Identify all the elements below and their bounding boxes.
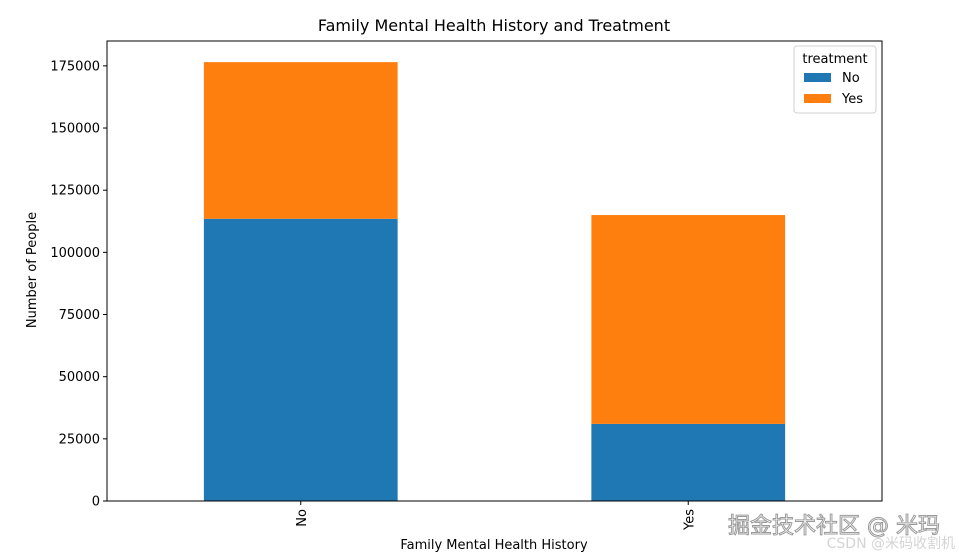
axes-frame <box>106 40 883 502</box>
x-axis-label: Family Mental Health History <box>400 538 588 553</box>
legend-swatch-yes <box>804 94 831 103</box>
y-tick-label: 175000 <box>50 59 100 74</box>
y-tick-label: 75000 <box>59 308 100 323</box>
bar-no-no <box>203 218 398 501</box>
y-tick-label: 25000 <box>59 432 100 447</box>
legend-title: treatment <box>802 52 867 67</box>
bar-yes-no <box>591 423 786 501</box>
legend-label-no: No <box>842 71 860 86</box>
watermark-juejin: 掘金技术社区 @ 米玛 <box>728 514 940 539</box>
x-tick-label: Yes <box>682 509 697 531</box>
y-tick-label: 150000 <box>50 122 100 137</box>
y-tick-label: 100000 <box>50 246 100 261</box>
x-tick-label: No <box>295 509 310 527</box>
watermark-csdn: CSDN @米码收割机 <box>827 535 955 552</box>
y-tick-label: 0 <box>92 495 100 510</box>
y-tick-label: 125000 <box>50 184 100 199</box>
legend-swatch-no <box>804 73 831 82</box>
bar-no-yes <box>203 62 398 219</box>
chart-title: Family Mental Health History and Treatme… <box>318 16 670 35</box>
legend-label-yes: Yes <box>841 92 863 107</box>
plot-area: No Yes 0 25000 50000 75000 100000 125000 150000 1… <box>50 40 883 531</box>
bar-yes-yes <box>591 215 786 424</box>
y-tick-label: 50000 <box>59 370 100 385</box>
y-axis-label: Number of People <box>25 212 40 328</box>
legend: treatment No Yes <box>793 45 877 114</box>
